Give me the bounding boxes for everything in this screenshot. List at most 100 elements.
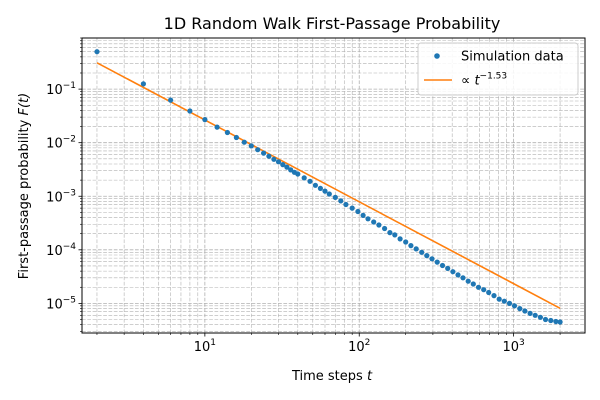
data-point [140, 81, 146, 87]
data-point [360, 212, 366, 218]
y-axis-label: First-passage probability F(t) [17, 93, 32, 279]
data-point [548, 317, 554, 324]
data-point [506, 300, 513, 306]
data-point [233, 134, 239, 141]
x-tick-label: 102 [348, 338, 370, 355]
data-point [355, 208, 361, 215]
data-point [317, 185, 323, 191]
data-point [501, 298, 507, 304]
x-tick-label: 103 [502, 338, 524, 355]
legend-label-fit: ∝ t−1.53 [461, 72, 507, 89]
data-point [445, 265, 451, 271]
data-point [301, 175, 307, 181]
data-point [481, 287, 487, 293]
data-point [349, 205, 355, 211]
data-point [312, 182, 318, 188]
data-point [413, 246, 419, 252]
data-point [280, 162, 286, 168]
data-point [434, 259, 440, 265]
x-tick-label: 101 [194, 338, 216, 355]
data-point [455, 272, 461, 278]
data-point [419, 249, 425, 255]
y-tick-label: 10−4 [46, 242, 76, 259]
x-axis-label-var: t [367, 369, 373, 384]
data-point [224, 129, 230, 136]
fit-line-layer [96, 62, 561, 310]
data-point [542, 316, 549, 323]
data-point [94, 49, 100, 55]
y-tick-label: 10−1 [46, 81, 76, 98]
data-point [241, 139, 247, 145]
data-point [284, 164, 290, 170]
data-point [439, 262, 446, 269]
plot-frame [81, 37, 586, 334]
x-tick-labels: 101 102 103 [194, 338, 525, 355]
data-point [460, 275, 466, 281]
data-point [322, 188, 328, 194]
data-point [338, 198, 344, 204]
data-point [517, 306, 523, 312]
legend: Simulation data ∝ t−1.53 [417, 42, 579, 96]
data-point [376, 222, 382, 228]
data-point [365, 216, 371, 222]
data-point [491, 293, 497, 299]
y-tick-label: 10−2 [46, 135, 76, 152]
data-point [275, 159, 282, 165]
data-point [450, 269, 456, 275]
y-tick-label: 10−3 [46, 188, 76, 205]
data-point [397, 236, 403, 242]
data-point [266, 153, 272, 159]
data-point [557, 319, 563, 325]
data-point [522, 308, 528, 314]
data-point [261, 150, 267, 156]
data-point [295, 171, 301, 177]
x-axis-label-text: Time steps [291, 369, 363, 384]
data-point [187, 108, 193, 114]
data-point [527, 310, 533, 316]
data-point [288, 167, 294, 173]
data-point [202, 117, 208, 123]
y-tick-label: 10−5 [46, 295, 76, 312]
data-point [408, 243, 414, 249]
data-point [387, 230, 393, 236]
y-axis-label-text: First-passage probability [17, 119, 32, 279]
tick-layer [78, 37, 561, 337]
legend-fit-prefix: ∝ [461, 74, 470, 89]
data-point [248, 143, 254, 149]
data-point [465, 278, 471, 284]
legend-marker-simulation [434, 53, 440, 59]
legend-fit-var: t [474, 74, 480, 89]
data-point [429, 256, 435, 262]
data-point [332, 194, 338, 200]
data-point [371, 219, 377, 225]
data-point [168, 97, 174, 103]
data-point [403, 239, 409, 245]
data-point [496, 296, 502, 302]
data-point [255, 147, 261, 153]
data-point [486, 289, 492, 296]
y-axis-label-var: F(t) [17, 93, 32, 116]
x-axis-label: Time steps t [291, 369, 373, 384]
legend-box [417, 42, 579, 96]
fit-line [96, 62, 561, 310]
data-point [553, 318, 559, 325]
data-point [326, 191, 332, 197]
legend-label-simulation: Simulation data [461, 50, 564, 65]
data-point [532, 312, 538, 318]
y-tick-labels: 10−5 10−4 10−3 10−2 10−1 [46, 81, 76, 312]
data-point [475, 284, 482, 290]
data-point [343, 201, 349, 208]
data-point [271, 156, 277, 162]
data-point [511, 303, 518, 309]
data-point [537, 314, 544, 320]
scatter-points-layer [94, 49, 563, 325]
data-point [470, 281, 476, 287]
data-point [424, 253, 430, 259]
data-point [382, 225, 388, 232]
legend-fit-exp: −1.53 [480, 72, 508, 82]
data-point [392, 232, 398, 238]
data-point [307, 178, 313, 184]
data-point [214, 124, 220, 130]
chart-title: 1D Random Walk First-Passage Probability [164, 14, 501, 33]
